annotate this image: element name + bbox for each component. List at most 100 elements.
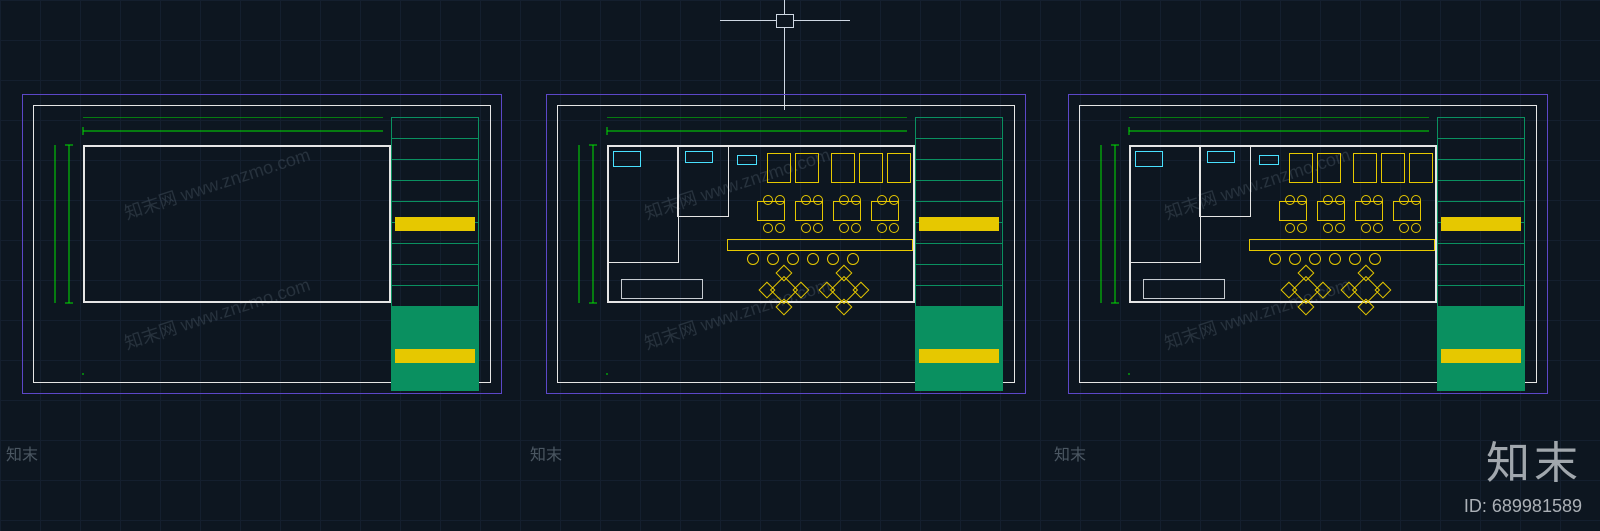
- bar-stool: [787, 253, 799, 265]
- equipment: [1259, 155, 1279, 165]
- stool: [1323, 195, 1333, 205]
- title-block: [391, 117, 479, 371]
- title-block-highlight: [919, 217, 999, 231]
- stool: [1335, 195, 1345, 205]
- bar-stool: [747, 253, 759, 265]
- bar-stool: [1269, 253, 1281, 265]
- booth: [795, 153, 819, 183]
- stool: [1373, 223, 1383, 233]
- booth: [767, 153, 791, 183]
- stool: [851, 195, 861, 205]
- sheet-2[interactable]: [546, 94, 1026, 394]
- title-block-row: [391, 181, 479, 202]
- sheet-3[interactable]: [1068, 94, 1548, 394]
- equipment: [1207, 151, 1235, 163]
- title-block-row: [1437, 117, 1525, 139]
- stool: [1411, 195, 1421, 205]
- booth: [1289, 153, 1313, 183]
- stool: [1323, 223, 1333, 233]
- booth: [831, 153, 855, 183]
- title-block-row: [1437, 139, 1525, 160]
- title-block-row: [391, 160, 479, 181]
- booth: [887, 153, 911, 183]
- stool: [763, 223, 773, 233]
- drawing-area[interactable]: [1091, 117, 1427, 371]
- stool: [1361, 195, 1371, 205]
- title-block-row: [915, 139, 1003, 160]
- stool: [851, 223, 861, 233]
- bar-counter: [727, 239, 913, 251]
- title-block-row: [1437, 328, 1525, 349]
- bar-stool: [847, 253, 859, 265]
- title-block-row: [915, 244, 1003, 265]
- bar-stool: [1309, 253, 1321, 265]
- title-block: [1437, 117, 1525, 371]
- title-block-row: [1437, 307, 1525, 328]
- stool: [1411, 223, 1421, 233]
- bar-stool: [1349, 253, 1361, 265]
- stool: [1335, 223, 1345, 233]
- reception-counter: [1143, 279, 1225, 299]
- title-block-row: [1437, 265, 1525, 286]
- asset-id: ID: 689981589: [1464, 496, 1582, 517]
- sheet-1[interactable]: [22, 94, 502, 394]
- stool: [839, 195, 849, 205]
- equipment: [613, 151, 641, 167]
- stool: [1399, 223, 1409, 233]
- drawing-area[interactable]: [569, 117, 905, 371]
- title-block-row: [391, 117, 479, 139]
- equipment: [737, 155, 757, 165]
- stool: [801, 223, 811, 233]
- drawing-area[interactable]: [45, 117, 381, 371]
- bar-stool: [1369, 253, 1381, 265]
- title-block-highlight: [395, 349, 475, 363]
- title-block-row: [391, 244, 479, 265]
- stool: [1285, 223, 1295, 233]
- title-block-row: [391, 328, 479, 349]
- stool: [801, 195, 811, 205]
- bar-stool: [1289, 253, 1301, 265]
- stool: [839, 223, 849, 233]
- title-block-row: [391, 139, 479, 160]
- booth: [1409, 153, 1433, 183]
- stool: [1373, 195, 1383, 205]
- plan-outer-wall: [83, 145, 391, 303]
- equipment: [1135, 151, 1163, 167]
- stool: [1297, 223, 1307, 233]
- pick-box[interactable]: [776, 14, 794, 28]
- stool: [889, 195, 899, 205]
- stool: [813, 195, 823, 205]
- booth: [1317, 153, 1341, 183]
- id-label: ID:: [1464, 496, 1487, 516]
- title-block-row: [915, 117, 1003, 139]
- stool: [1361, 223, 1371, 233]
- stool: [1285, 195, 1295, 205]
- bar-stool: [827, 253, 839, 265]
- title-block-row: [1437, 370, 1525, 391]
- title-block-row: [1437, 160, 1525, 181]
- title-block-row: [1437, 244, 1525, 265]
- brand-logo-text: 知末: [1486, 427, 1582, 491]
- stool: [877, 195, 887, 205]
- title-block-row: [915, 286, 1003, 307]
- cad-canvas[interactable]: 知末网 www.znzmo.com 知末网 www.znzmo.com 知末网 …: [0, 0, 1600, 531]
- bar-stool: [807, 253, 819, 265]
- stool: [1297, 195, 1307, 205]
- title-block: [915, 117, 1003, 371]
- stool: [775, 195, 785, 205]
- title-block-row: [391, 370, 479, 391]
- title-block-highlight: [1441, 349, 1521, 363]
- stool: [813, 223, 823, 233]
- equipment: [685, 151, 713, 163]
- booth: [859, 153, 883, 183]
- booth: [1353, 153, 1377, 183]
- bar-stool: [1329, 253, 1341, 265]
- title-block-row: [391, 286, 479, 307]
- title-block-row: [391, 265, 479, 286]
- stool: [877, 223, 887, 233]
- stool: [1399, 195, 1409, 205]
- title-block-row: [915, 160, 1003, 181]
- title-block-row: [915, 328, 1003, 349]
- title-block-row: [391, 307, 479, 328]
- title-block-row: [1437, 181, 1525, 202]
